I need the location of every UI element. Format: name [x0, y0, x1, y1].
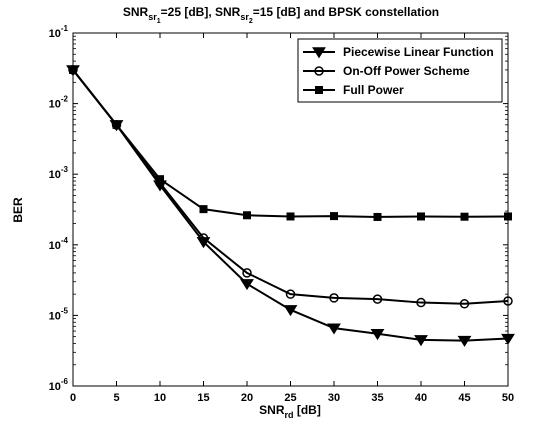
x-tick-label: 0	[70, 392, 76, 404]
y-tick-label: 10-4	[49, 236, 69, 252]
data-point	[327, 323, 341, 335]
data-point	[416, 297, 426, 308]
x-axis-label-sub: rd	[285, 410, 294, 420]
data-point	[243, 211, 251, 220]
data-point	[372, 294, 383, 304]
legend-label: Full Power	[343, 83, 404, 97]
legend-label: On-Off Power Scheme	[343, 64, 470, 78]
data-point	[198, 233, 209, 243]
title-subsub-1: 1	[157, 18, 161, 25]
legend-item: On-Off Power Scheme	[303, 64, 470, 78]
legend-marker	[312, 47, 326, 59]
title-part-3: =15 [dB] and BPSK constellation	[253, 5, 439, 19]
data-point	[501, 333, 515, 345]
x-tick-label: 50	[502, 392, 514, 404]
y-tick-label: 10-5	[49, 306, 69, 322]
legend: Piecewise Linear Function On-Off Power Sc…	[297, 38, 503, 103]
data-point	[329, 293, 339, 303]
data-point	[459, 299, 470, 309]
data-point	[414, 335, 428, 347]
data-point	[457, 335, 472, 347]
x-tick-label: 20	[241, 392, 253, 404]
x-tick-label: 45	[458, 392, 470, 404]
data-point	[240, 279, 254, 291]
y-tick-label: 10-3	[49, 165, 69, 181]
title-sub-2: sr	[240, 12, 249, 22]
chart-title: SNRsr1=25 [dB], SNRsr2=15 [dB] and BPSK …	[123, 5, 439, 25]
data-point	[286, 212, 295, 221]
data-point	[285, 289, 296, 299]
data-point	[156, 175, 164, 184]
y-tick-label: 10-6	[49, 377, 69, 393]
data-point	[242, 268, 252, 278]
y-axis-label: BER	[11, 197, 25, 223]
data-point	[373, 212, 382, 221]
data-point	[69, 65, 77, 74]
x-tick-label: 30	[328, 392, 340, 404]
x-axis-label-rest: [dB]	[294, 403, 321, 417]
x-tick-label: 15	[197, 392, 209, 404]
x-tick-label: 40	[415, 392, 427, 404]
data-point	[283, 305, 298, 317]
data-point	[199, 205, 208, 214]
data-point	[504, 212, 512, 221]
x-tick-label: 10	[154, 392, 166, 404]
x-tick-label: 25	[284, 392, 296, 404]
data-point	[503, 296, 513, 306]
y-tick-label: 10-1	[49, 24, 69, 40]
y-tick-label: 10-2	[49, 95, 69, 111]
title-sub-1: sr	[148, 12, 157, 22]
legend-item: Piecewise Linear Function	[303, 45, 494, 59]
x-tick-label: 5	[113, 392, 119, 404]
series-layer	[66, 65, 515, 347]
series-line	[72, 69, 509, 305]
title-subsub-2: 2	[249, 18, 253, 25]
data-point	[112, 120, 121, 129]
legend-item: Full Power	[303, 83, 404, 97]
x-axis-label: SNRrd [dB]	[259, 403, 321, 420]
legend-marker	[314, 66, 324, 76]
data-point	[370, 329, 385, 341]
data-point	[417, 212, 425, 221]
series-square	[69, 65, 512, 221]
title-part-1: SNR	[123, 5, 149, 19]
legend-marker	[315, 86, 323, 94]
x-axis-label-main: SNR	[259, 403, 285, 417]
legend-label: Piecewise Linear Function	[343, 45, 494, 59]
title-part-2: =25 [dB], SNR	[161, 5, 241, 19]
x-tick-label: 35	[371, 392, 383, 404]
data-point	[460, 212, 469, 221]
data-point	[330, 212, 338, 221]
